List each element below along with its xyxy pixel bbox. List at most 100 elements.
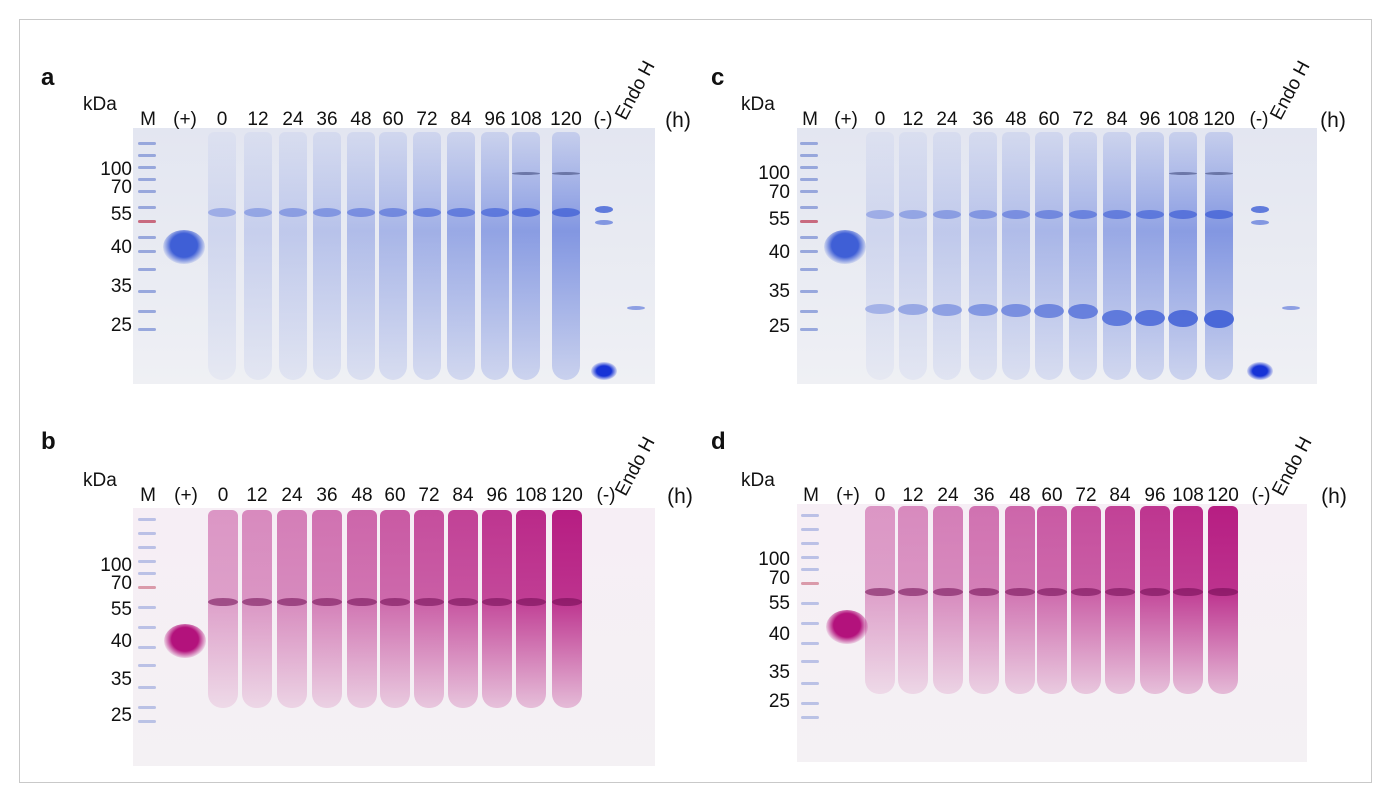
gel-image <box>797 504 1307 762</box>
sample-lane <box>208 510 238 708</box>
kda-unit-label: kDa <box>741 470 775 491</box>
lane-label: 0 <box>874 109 886 130</box>
sample-lane <box>899 132 927 380</box>
lane-label: 36 <box>316 485 338 506</box>
kda-unit-label: kDa <box>741 94 775 115</box>
sample-lane <box>552 510 582 708</box>
lane-label: 24 <box>281 485 303 506</box>
sample-lane <box>865 506 895 694</box>
ladder-band <box>138 290 156 293</box>
ladder-band <box>800 178 818 181</box>
ladder-band <box>801 622 819 625</box>
protein-band <box>481 208 509 217</box>
mw-marker-label: 100 <box>758 163 790 184</box>
gel-image <box>133 128 655 384</box>
mw-marker-label: 100 <box>100 555 132 576</box>
lane-label: 12 <box>902 485 924 506</box>
gel-image <box>133 508 655 766</box>
ladder-band <box>801 568 819 571</box>
sample-lane <box>312 510 342 708</box>
ladder-band <box>800 236 818 239</box>
lane-label: (-) <box>1249 109 1269 130</box>
lane-label: 96 <box>1139 109 1161 130</box>
lane-label: 84 <box>1106 109 1128 130</box>
lane-label: 120 <box>1203 109 1235 130</box>
ladder-band <box>801 514 819 517</box>
protein-band <box>1035 210 1063 219</box>
protein-band <box>1002 210 1030 219</box>
sample-lane <box>1069 132 1097 380</box>
lane-label: 0 <box>216 109 228 130</box>
lane-label: 24 <box>937 485 959 506</box>
sample-lane <box>1071 506 1101 694</box>
protein-band <box>1173 588 1203 596</box>
protein-band <box>898 588 928 596</box>
protein-band <box>512 208 540 217</box>
protein-band <box>933 588 963 596</box>
ladder-band <box>800 268 818 271</box>
sample-lane <box>1103 132 1131 380</box>
sample-lane <box>1005 506 1035 694</box>
protein-band <box>448 598 478 606</box>
protein-band <box>516 598 546 606</box>
lane-label: 96 <box>486 485 508 506</box>
control-protein-spot <box>163 230 205 264</box>
sample-lane <box>347 132 375 380</box>
sample-lane <box>512 132 540 380</box>
protein-band <box>865 588 895 596</box>
lane-label: 48 <box>1009 485 1031 506</box>
sample-lane <box>277 510 307 708</box>
protein-band <box>347 598 377 606</box>
protein-band <box>865 304 895 314</box>
lane-label: 60 <box>382 109 404 130</box>
protein-band <box>968 304 998 317</box>
ladder-band <box>138 142 156 145</box>
protein-band <box>1251 220 1269 225</box>
protein-band <box>208 598 238 606</box>
sample-lane <box>448 510 478 708</box>
ladder-band <box>138 268 156 271</box>
sample-lane <box>244 132 272 380</box>
lane-label: M <box>140 485 156 506</box>
lane-label: (+) <box>173 109 197 130</box>
lane-label: M <box>140 109 156 130</box>
mw-marker-label: 25 <box>110 315 132 336</box>
protein-band <box>313 208 341 217</box>
protein-band <box>969 210 997 219</box>
ladder-band <box>800 310 818 313</box>
ladder-band <box>801 642 819 645</box>
protein-band <box>898 304 928 315</box>
ladder-band <box>800 220 818 223</box>
protein-band <box>1102 310 1132 326</box>
mw-marker-label: 100 <box>100 159 132 180</box>
lane-label: 24 <box>936 109 958 130</box>
ladder-band <box>138 310 156 313</box>
ladder-band <box>800 190 818 193</box>
lane-label: 108 <box>1167 109 1199 130</box>
ladder-band <box>138 664 156 667</box>
sample-lane <box>481 132 509 380</box>
protein-band <box>1169 210 1197 219</box>
lane-label: (+) <box>174 485 198 506</box>
ladder-band <box>800 142 818 145</box>
mw-marker-label: 35 <box>768 281 790 302</box>
mw-marker-label: 35 <box>110 276 132 297</box>
ladder-band <box>138 220 156 223</box>
lane-label: 60 <box>1038 109 1060 130</box>
sample-lane <box>1169 132 1197 380</box>
protein-band <box>1001 304 1031 318</box>
sample-lane <box>1140 506 1170 694</box>
ladder-band <box>800 206 818 209</box>
lane-label: 96 <box>484 109 506 130</box>
lane-label: (-) <box>1251 485 1271 506</box>
mw-marker-label: 25 <box>768 691 790 712</box>
protein-band <box>552 172 580 175</box>
ladder-band <box>801 528 819 531</box>
mw-marker-label: 25 <box>768 316 790 337</box>
protein-band <box>1169 172 1197 175</box>
protein-band <box>413 208 441 217</box>
lane-label: (+) <box>834 109 858 130</box>
protein-band <box>595 206 613 213</box>
protein-band <box>312 598 342 606</box>
protein-band <box>627 306 645 310</box>
